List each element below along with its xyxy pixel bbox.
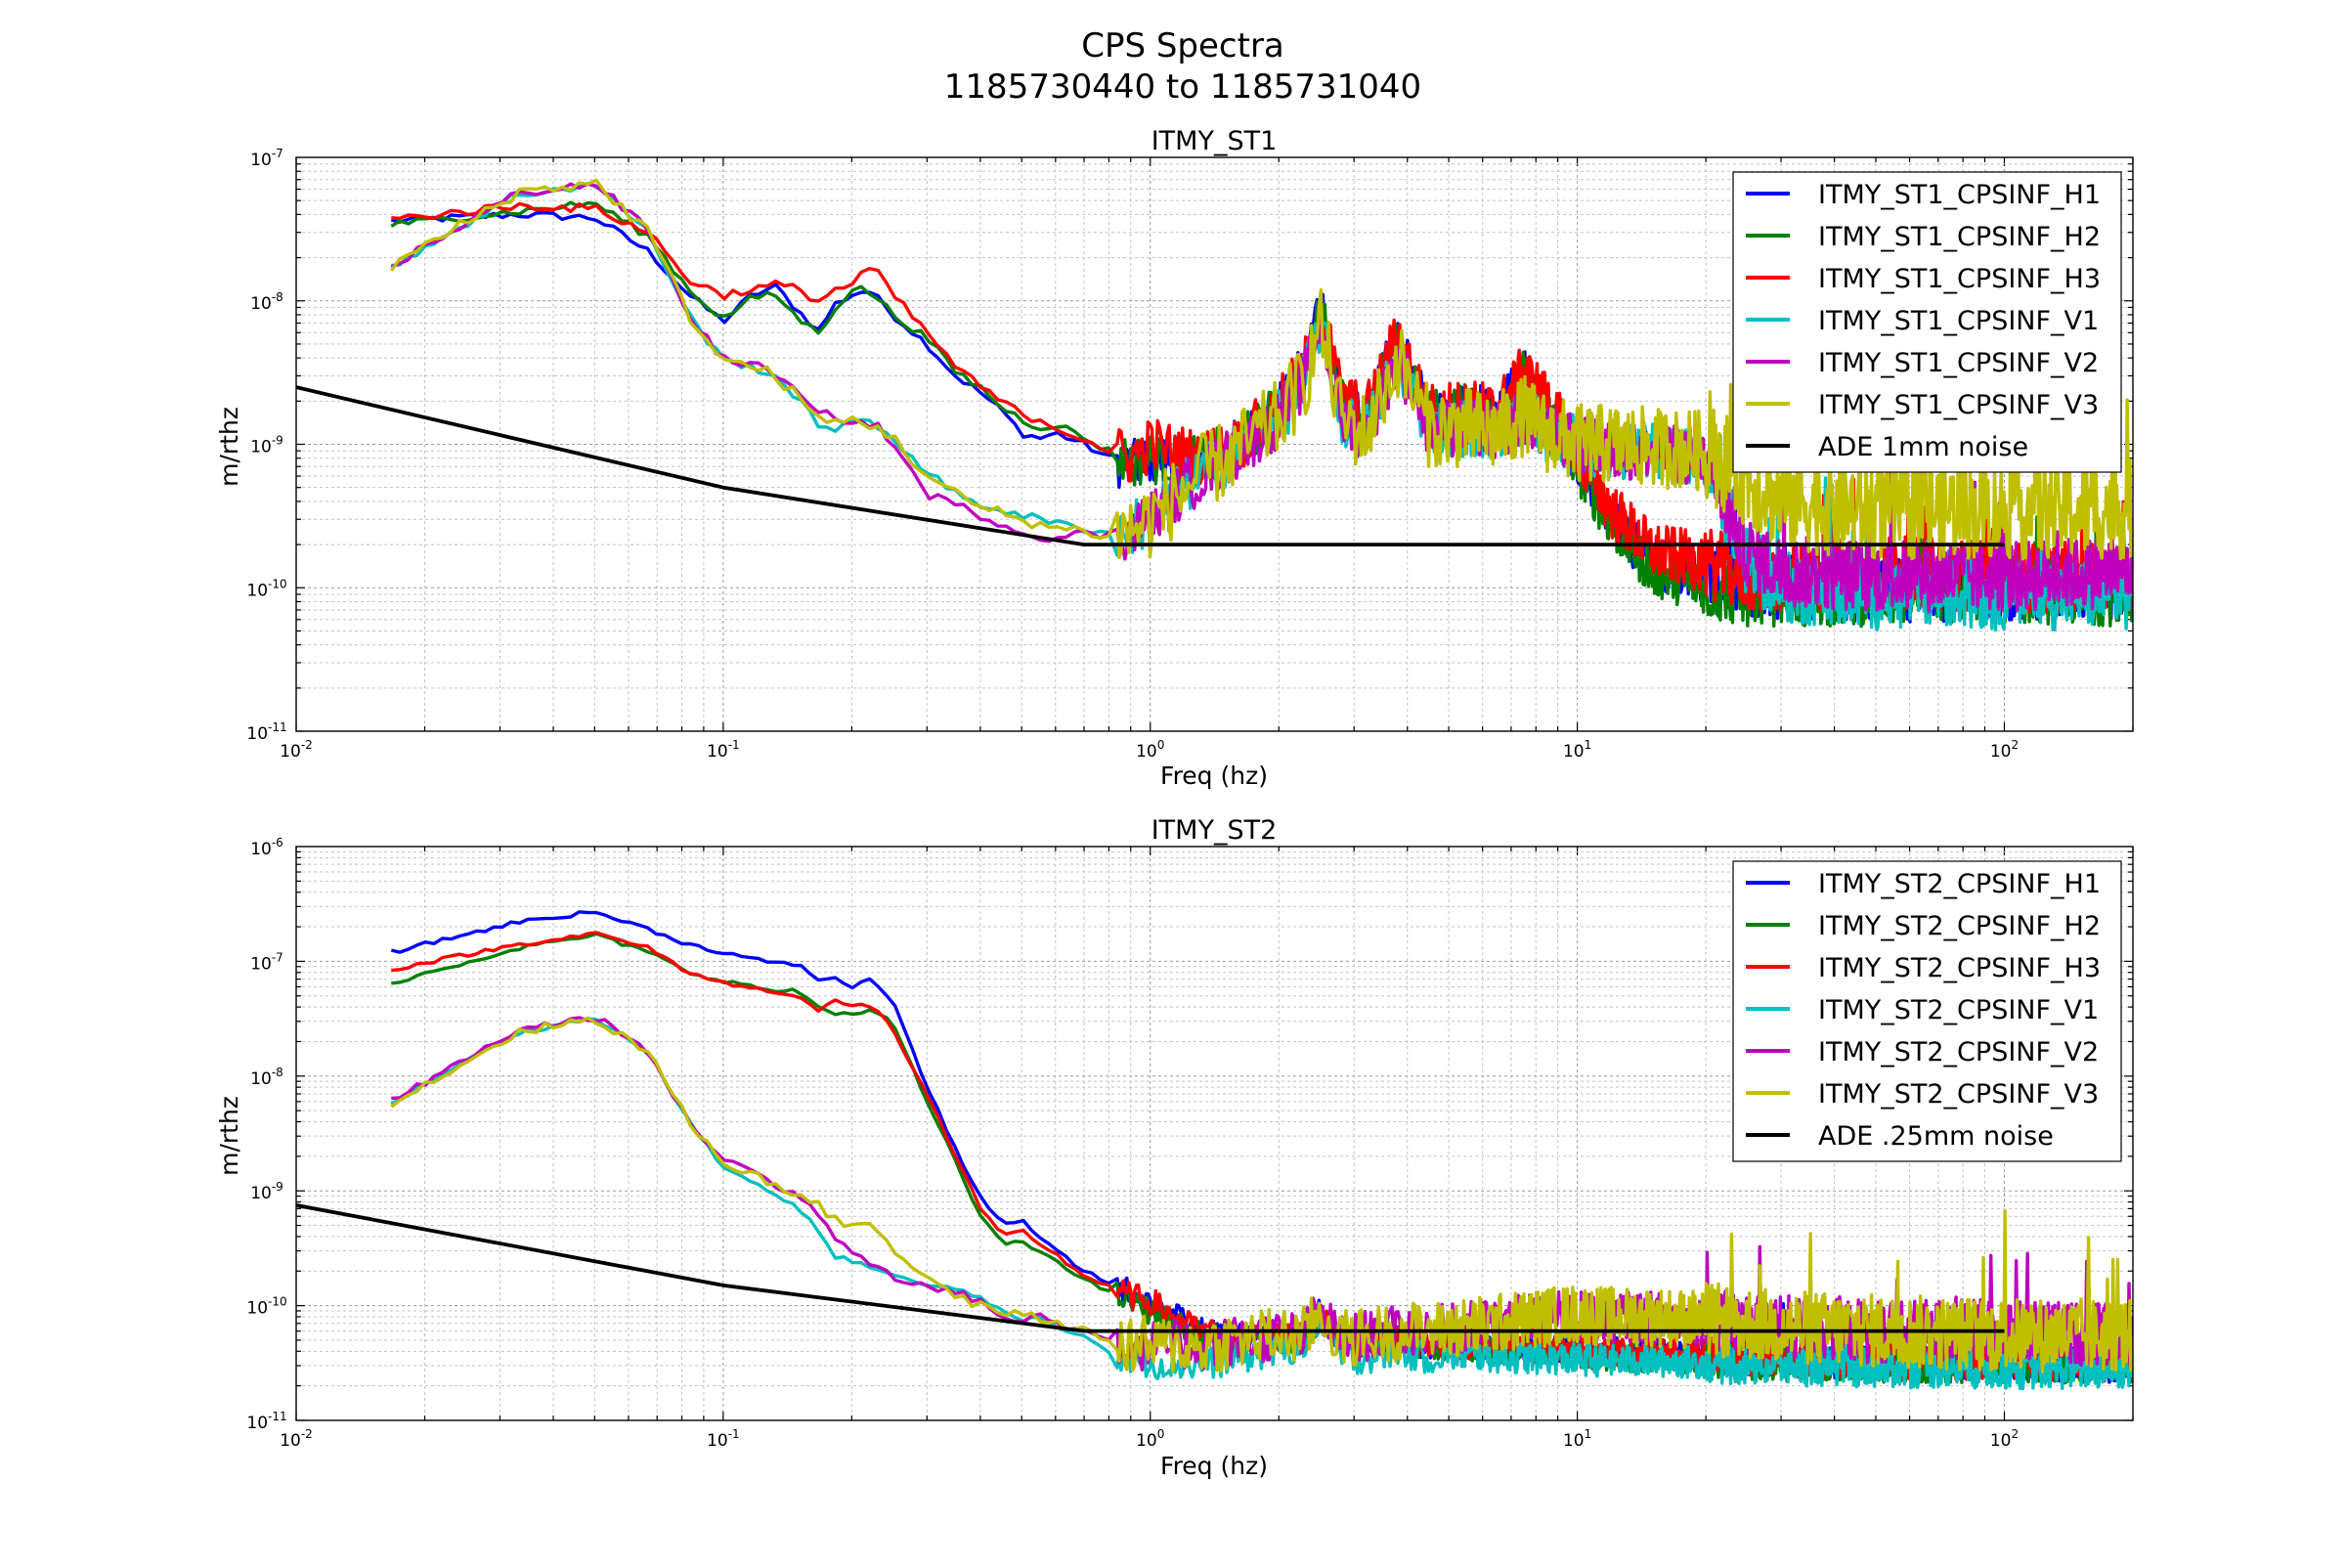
grid-st1 <box>295 157 2134 732</box>
y-axis-label-st2: m/rthz <box>215 1096 243 1176</box>
legend-label-itmy-st1-cpsinf-h3: ITMY_ST1_CPSINF_H3 <box>1818 264 2101 294</box>
y-tick-label: 10-10 <box>246 577 286 600</box>
y-tick-label: 10-11 <box>246 720 286 744</box>
legend-label-itmy-st1-cpsinf-h1: ITMY_ST1_CPSINF_H1 <box>1818 180 2101 210</box>
legend-box <box>1732 860 2122 1162</box>
legend-st2: ITMY_ST2_CPSINF_H1 ITMY_ST2_CPSINF_H2 ITMY… <box>1732 860 2122 1162</box>
legend-label-itmy-st2-cpsinf-v2: ITMY_ST2_CPSINF_V2 <box>1818 1037 2099 1067</box>
grid-st2 <box>295 847 2134 1421</box>
x-tick-label: 10-2 <box>280 1427 313 1451</box>
legend-label-itmy-st2-cpsinf-h3: ITMY_ST2_CPSINF_H3 <box>1818 953 2101 983</box>
x-tick-label: 102 <box>1990 738 2019 762</box>
x-tick-label: 10-1 <box>707 1427 740 1451</box>
y-tick-label: 10-11 <box>246 1410 286 1433</box>
legend-label-itmy-st1-cpsinf-v2: ITMY_ST1_CPSINF_V2 <box>1818 348 2099 378</box>
x-tick-label: 100 <box>1136 738 1164 762</box>
figure-title: CPS Spectra <box>1081 26 1284 65</box>
x-tick-label: 102 <box>1990 1427 2019 1451</box>
series-group-st1 <box>296 178 2133 632</box>
y-tick-label: 10-8 <box>250 290 283 314</box>
chart-panel-itmy-st1: ITMY_ST1 Freq (hz) m/rthz 10-2 10-1 100 101… <box>215 126 2134 790</box>
y-tick-label: 10-10 <box>246 1295 286 1319</box>
legend-label-itmy-st1-cpsinf-v3: ITMY_ST1_CPSINF_V3 <box>1818 390 2099 420</box>
y-tick-label: 10-6 <box>250 836 283 859</box>
legend-box <box>1732 171 2122 473</box>
x-tick-label: 101 <box>1563 1427 1591 1451</box>
x-axis-label-st2: Freq (hz) <box>1160 1452 1268 1480</box>
x-tick-label: 10-1 <box>707 738 740 762</box>
plot-frame-st2 <box>295 846 2134 1421</box>
chart-title-st1: ITMY_ST1 <box>1151 126 1278 156</box>
legend-label-itmy-st1-cpsinf-h2: ITMY_ST1_CPSINF_H2 <box>1818 222 2101 252</box>
series-line-ade-25mm-noise <box>296 1203 2005 1333</box>
y-tick-label: 10-8 <box>250 1066 283 1089</box>
series-line-itmy-st2-cpsinf-v3 <box>390 1016 2133 1374</box>
legend-label-itmy-st1-cpsinf-v1: ITMY_ST1_CPSINF_V1 <box>1818 306 2099 336</box>
y-axis-label-st1: m/rthz <box>215 407 243 487</box>
y-tick-label: 10-7 <box>250 147 283 170</box>
x-tick-label: 10-2 <box>280 738 313 762</box>
chart-title-st2: ITMY_ST2 <box>1151 815 1278 846</box>
legend-label-itmy-st2-cpsinf-v3: ITMY_ST2_CPSINF_V3 <box>1818 1079 2099 1110</box>
series-line-itmy-st1-cpsinf-v3 <box>389 178 2133 561</box>
legend-label-itmy-st2-cpsinf-v1: ITMY_ST2_CPSINF_V1 <box>1818 995 2099 1025</box>
x-axis-label-st1: Freq (hz) <box>1160 762 1268 790</box>
figure-subtitle: 1185730440 to 1185731040 <box>944 67 1421 107</box>
chart-panel-itmy-st2: ITMY_ST2 Freq (hz) m/rthz 10-2 10-1 100 101… <box>215 815 2134 1480</box>
legend-label-itmy-st2-cpsinf-h1: ITMY_ST2_CPSINF_H1 <box>1818 869 2101 899</box>
legend-label-ade-1mm-noise: ADE 1mm noise <box>1818 432 2028 462</box>
x-tick-label: 100 <box>1136 1427 1164 1451</box>
series-group-st2 <box>296 910 2133 1391</box>
legend-label-ade-25mm-noise: ADE .25mm noise <box>1818 1121 2054 1152</box>
plot-frame-st1 <box>295 156 2134 732</box>
series-line-ade-1mm-noise <box>296 385 2005 546</box>
y-tick-label: 10-9 <box>250 434 283 457</box>
x-tick-label: 101 <box>1563 738 1591 762</box>
y-tick-label: 10-9 <box>250 1180 283 1203</box>
legend-st1: ITMY_ST1_CPSINF_H1 ITMY_ST1_CPSINF_H2 ITMY… <box>1732 171 2122 473</box>
legend-label-itmy-st2-cpsinf-h2: ITMY_ST2_CPSINF_H2 <box>1818 911 2101 941</box>
y-tick-label: 10-7 <box>250 950 283 974</box>
